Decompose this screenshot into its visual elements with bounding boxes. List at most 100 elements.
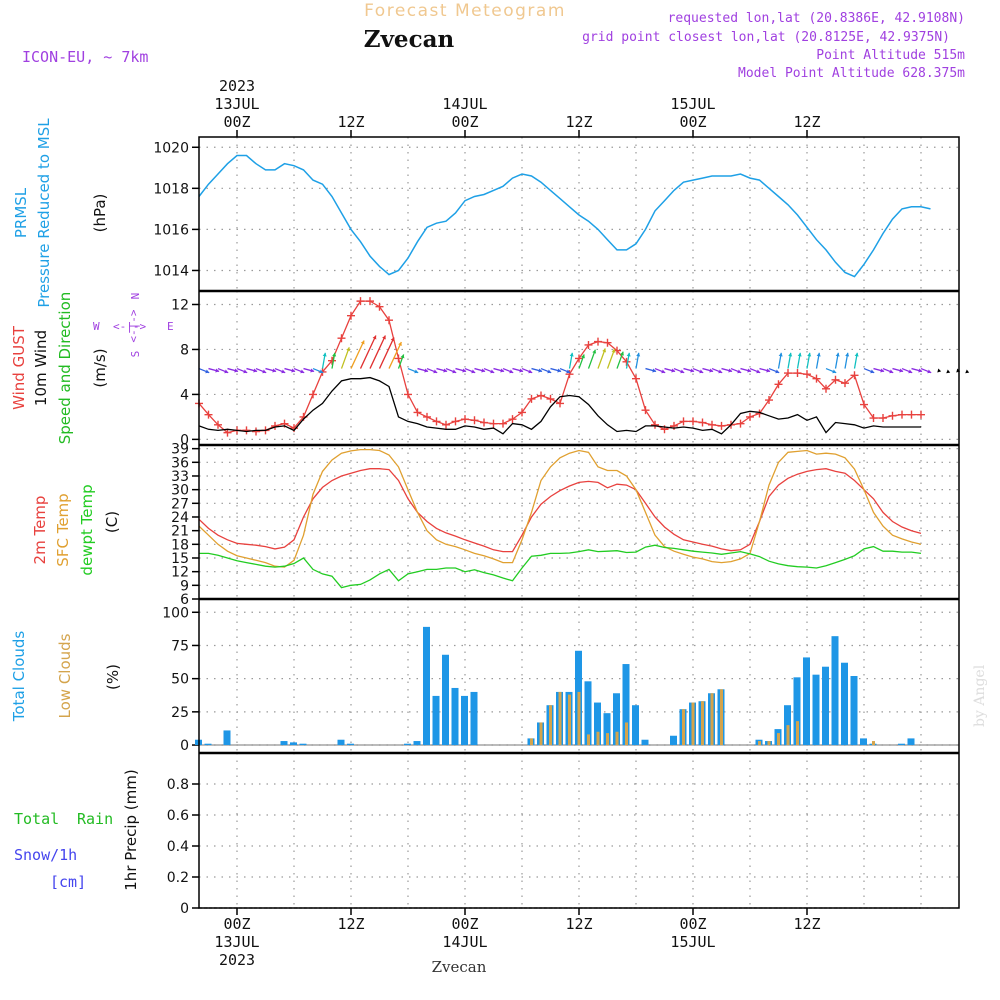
y-tick-label: 18 — [171, 537, 189, 553]
wind-arrow-head — [927, 369, 932, 374]
total-cloud-bar — [290, 742, 297, 746]
gust-marker — [242, 426, 251, 435]
wind-arrow-head — [557, 368, 562, 373]
wind-arrow-head — [652, 368, 657, 373]
wind-arrow-head — [918, 368, 923, 373]
top-time-label: 12Z — [793, 113, 820, 131]
gust-marker — [309, 390, 317, 399]
top-time-label: 2023 — [219, 77, 255, 95]
gust-marker — [803, 370, 811, 379]
top-time-label: 15JUL — [670, 95, 715, 113]
label-sfc: SFC Temp — [54, 493, 72, 566]
low-cloud-bar — [777, 733, 780, 746]
bottom-time-label: 2023 — [219, 951, 255, 969]
y-tick-label: 9 — [180, 578, 189, 594]
location-title: Zvecan — [364, 26, 455, 53]
gust-marker — [689, 417, 697, 426]
low-cloud-bar — [691, 702, 695, 746]
y-tick-label: 8 — [180, 342, 189, 358]
low-cloud-bar — [568, 694, 571, 746]
gust-marker — [385, 316, 393, 325]
gust-marker — [736, 419, 745, 428]
gust-marker — [461, 415, 469, 424]
dewpoint-line — [199, 544, 922, 589]
total-cloud-bar — [822, 666, 829, 746]
gust-marker — [356, 297, 365, 306]
label-cm: [cm] — [50, 873, 86, 891]
gust-marker — [537, 391, 545, 400]
compass-n: N — [129, 293, 142, 300]
bottom-time-label: 00Z — [223, 915, 250, 933]
y-tick-label: 75 — [171, 638, 189, 654]
wind-arrow-head — [946, 369, 951, 374]
gust-marker — [622, 357, 631, 366]
wind-arrow-head — [443, 368, 448, 373]
y-tick-label: 0.2 — [167, 870, 189, 886]
gust-marker — [698, 418, 707, 427]
gust-marker — [271, 421, 279, 430]
wind-arrow-head — [602, 348, 607, 353]
y-tick-label: 0.8 — [167, 777, 189, 793]
low-cloud-bar — [596, 731, 600, 746]
wind-arrow-head — [835, 352, 840, 357]
label-prmsl-long: Pressure Reduced to MSL — [35, 118, 53, 308]
wind-arrow-head — [322, 352, 327, 357]
top-time-label: 00Z — [223, 113, 250, 131]
wind-arrow-head — [626, 352, 631, 357]
y-tick-label: 1014 — [153, 263, 189, 279]
gust-marker — [641, 406, 650, 415]
gust-marker — [774, 380, 783, 389]
y-tick-label: 36 — [171, 455, 189, 471]
point-altitude: Point Altitude 515m — [816, 48, 965, 63]
wind-arrow-head — [500, 368, 505, 373]
total-cloud-bar — [907, 738, 915, 746]
total-cloud-bar — [594, 702, 601, 746]
wind-arrow-head — [291, 368, 296, 373]
total-cloud-bar — [423, 626, 430, 746]
wind-arrow-head — [224, 369, 229, 374]
gust-marker — [907, 410, 916, 419]
wind-arrow-head — [424, 368, 429, 373]
gust-marker — [632, 374, 640, 383]
y-tick-label: 27 — [171, 496, 189, 512]
gust-marker — [746, 412, 754, 421]
y-tick-label: 12 — [171, 565, 189, 581]
gust-marker — [432, 417, 441, 426]
wind-arrow-head — [262, 369, 267, 374]
wind-arrow-head — [766, 368, 771, 373]
label-gust: Wind GUST — [10, 325, 28, 410]
y-tick-label: 0.6 — [167, 808, 189, 824]
low-cloud-bar — [682, 709, 685, 746]
total-cloud-bar — [299, 743, 307, 746]
gust-marker — [413, 408, 422, 417]
total-cloud-bar — [404, 743, 411, 746]
low-cloud-bar — [767, 741, 771, 746]
gust-marker — [556, 399, 564, 408]
bottom-time-label: 12Z — [793, 915, 820, 933]
y-tick-label: 21 — [171, 524, 189, 540]
wind-arrow-head — [433, 369, 438, 374]
gust-marker — [518, 408, 526, 417]
wind-arrow-head — [908, 369, 913, 374]
top-time-label: 12Z — [337, 113, 364, 131]
y-tick-label: 15 — [171, 551, 189, 567]
wind-arrow-head — [870, 369, 875, 374]
total-cloud-bar — [280, 741, 288, 746]
wind-arrow-head — [538, 368, 543, 373]
gust-marker — [898, 410, 906, 419]
gust-marker — [423, 412, 431, 421]
gust-marker — [527, 394, 536, 403]
gust-marker — [879, 414, 887, 423]
gust-marker — [812, 374, 821, 383]
wind-arrow-head — [728, 368, 733, 373]
bottom-time-label: 12Z — [337, 915, 364, 933]
wind-arrow-head — [272, 368, 277, 373]
bottom-time-label: 00Z — [451, 915, 478, 933]
gust-marker — [470, 416, 479, 425]
prmsl-line — [198, 154, 931, 278]
total-cloud-bar — [841, 662, 848, 746]
compass-w: W — [93, 320, 100, 333]
top-time-label: 00Z — [679, 113, 706, 131]
wind-arrow-head — [528, 369, 533, 374]
compass-s: S — [129, 351, 142, 358]
